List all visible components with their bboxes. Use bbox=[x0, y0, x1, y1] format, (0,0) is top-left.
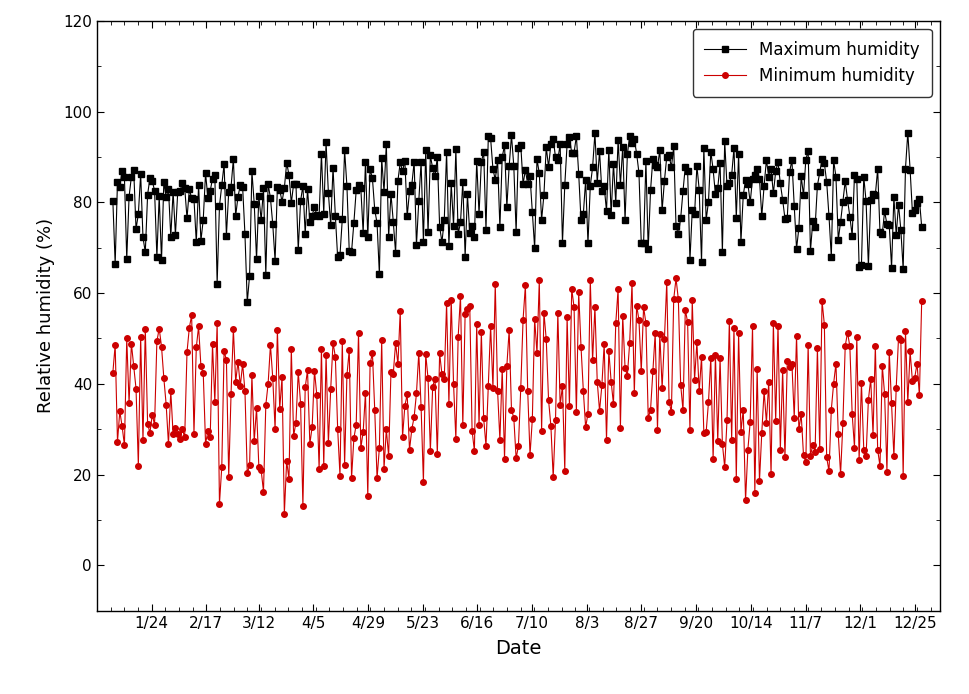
X-axis label: Date: Date bbox=[495, 639, 542, 658]
Line: Minimum humidity: Minimum humidity bbox=[110, 276, 924, 516]
Minimum humidity bbox=[587, 356, 599, 364]
Maximum humidity bbox=[107, 196, 118, 205]
Maximum humidity bbox=[483, 133, 494, 141]
Minimum humidity bbox=[541, 335, 552, 344]
Maximum humidity bbox=[902, 128, 914, 137]
Minimum humidity bbox=[107, 369, 118, 377]
Maximum humidity bbox=[884, 221, 895, 230]
Minimum humidity bbox=[916, 296, 927, 305]
Y-axis label: Relative humidity (%): Relative humidity (%) bbox=[37, 218, 55, 414]
Maximum humidity bbox=[587, 163, 599, 171]
Minimum humidity bbox=[483, 382, 494, 390]
Minimum humidity bbox=[909, 373, 921, 382]
Maximum humidity bbox=[916, 223, 927, 231]
Maximum humidity bbox=[325, 221, 336, 230]
Maximum humidity bbox=[241, 298, 253, 306]
Minimum humidity bbox=[886, 399, 897, 407]
Minimum humidity bbox=[278, 509, 290, 518]
Line: Maximum humidity: Maximum humidity bbox=[110, 130, 924, 305]
Legend: Maximum humidity, Minimum humidity: Maximum humidity, Minimum humidity bbox=[693, 29, 931, 97]
Minimum humidity bbox=[325, 385, 336, 393]
Maximum humidity bbox=[909, 205, 921, 214]
Minimum humidity bbox=[671, 274, 682, 282]
Maximum humidity bbox=[541, 143, 552, 151]
